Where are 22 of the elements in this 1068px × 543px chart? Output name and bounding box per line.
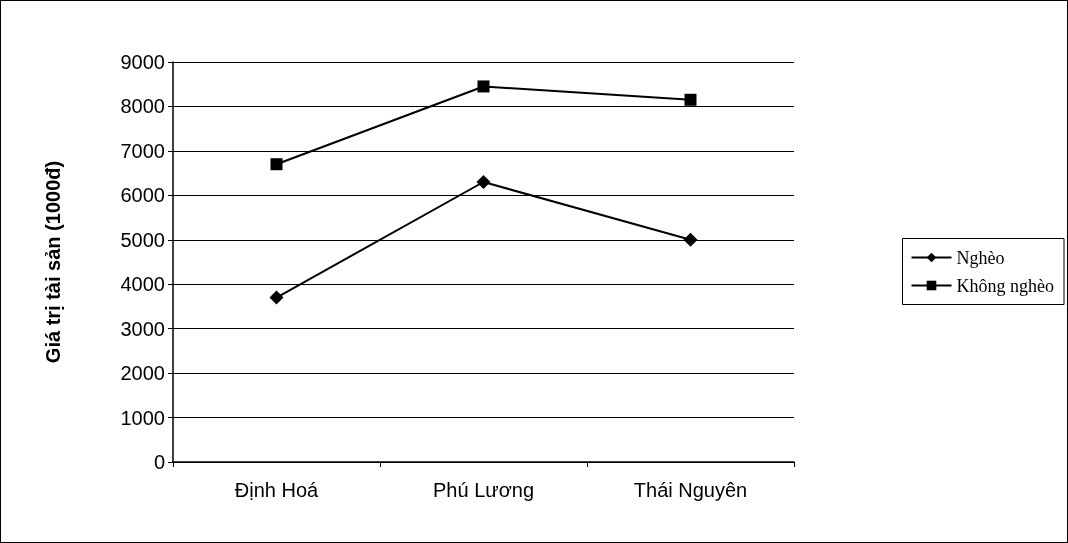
legend-label: Không nghèo xyxy=(956,275,1055,296)
y-axis-title: Giá trị tài sản (1000đ) xyxy=(42,160,64,364)
y-tick-label: 6000 xyxy=(120,184,165,207)
y-tick-label: 0 xyxy=(153,451,165,473)
y-tick-label: 7000 xyxy=(120,139,165,162)
point xyxy=(684,93,697,106)
point xyxy=(476,175,491,189)
legend-label: Nghèo xyxy=(956,247,1005,268)
y-tick-label: 5000 xyxy=(120,228,165,251)
x-tick-label: Thái Nguyên xyxy=(633,479,748,501)
point xyxy=(683,232,698,247)
point xyxy=(477,80,490,93)
point xyxy=(269,290,284,305)
y-tick-label: 2000 xyxy=(120,362,165,385)
y-tick-label: 8000 xyxy=(120,95,165,118)
y-tick-label: 9000 xyxy=(120,51,165,73)
x-tick-label: Định Hoá xyxy=(234,479,320,501)
y-tick-label: 3000 xyxy=(120,317,165,340)
point xyxy=(270,158,283,171)
y-tick-label: 1000 xyxy=(120,406,165,429)
y-tick-label: 4000 xyxy=(120,273,165,296)
x-tick-label: Phú Lương xyxy=(432,479,535,501)
